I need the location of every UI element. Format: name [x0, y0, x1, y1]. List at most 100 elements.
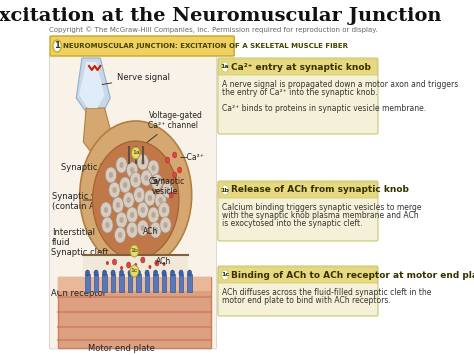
Circle shape	[102, 270, 107, 276]
Text: Ca²⁺: Ca²⁺	[148, 177, 166, 186]
Circle shape	[155, 260, 159, 266]
Text: Ca²⁺ entry at synaptic knob: Ca²⁺ entry at synaptic knob	[231, 62, 371, 71]
Circle shape	[130, 265, 138, 277]
FancyBboxPatch shape	[102, 274, 107, 292]
Circle shape	[104, 207, 108, 213]
Text: Copyright © The McGraw-Hill Companies, Inc. Permission required for reproduction: Copyright © The McGraw-Hill Companies, I…	[49, 27, 377, 33]
Circle shape	[162, 182, 173, 198]
Circle shape	[155, 192, 166, 208]
Circle shape	[178, 167, 182, 173]
Text: NEUROMUSCULAR JUNCTION: EXCITATION OF A SKELETAL MUSCLE FIBER: NEUROMUSCULAR JUNCTION: EXCITATION OF A …	[64, 43, 348, 49]
Circle shape	[144, 190, 155, 206]
Text: 1b: 1b	[220, 187, 229, 192]
Text: Synaptic knob: Synaptic knob	[61, 163, 120, 175]
FancyBboxPatch shape	[154, 274, 158, 292]
Text: Synaptic cleft: Synaptic cleft	[51, 248, 108, 262]
Circle shape	[130, 172, 141, 188]
Text: Release of ACh from synaptic knob: Release of ACh from synaptic knob	[231, 186, 409, 195]
Circle shape	[123, 182, 127, 188]
Polygon shape	[58, 277, 211, 348]
Circle shape	[137, 192, 141, 198]
Ellipse shape	[92, 141, 179, 259]
Circle shape	[116, 212, 127, 228]
Circle shape	[119, 270, 124, 276]
Circle shape	[150, 222, 161, 238]
Ellipse shape	[80, 121, 191, 269]
Circle shape	[53, 40, 61, 52]
Circle shape	[154, 227, 158, 233]
FancyBboxPatch shape	[187, 274, 191, 292]
FancyBboxPatch shape	[179, 274, 183, 292]
Circle shape	[160, 217, 171, 233]
FancyBboxPatch shape	[50, 36, 234, 56]
Circle shape	[109, 182, 120, 198]
Circle shape	[102, 217, 113, 233]
Circle shape	[169, 192, 173, 198]
Circle shape	[111, 270, 115, 276]
Text: 1c: 1c	[131, 268, 138, 273]
Polygon shape	[58, 277, 211, 291]
FancyBboxPatch shape	[218, 266, 378, 316]
Circle shape	[137, 220, 148, 236]
Circle shape	[173, 152, 177, 158]
Circle shape	[221, 62, 228, 72]
Circle shape	[130, 227, 134, 233]
FancyBboxPatch shape	[219, 182, 377, 198]
Polygon shape	[76, 58, 110, 112]
Text: Binding of ACh to ACh receptor at motor end plate: Binding of ACh to ACh receptor at motor …	[231, 271, 474, 279]
Circle shape	[162, 270, 166, 276]
Circle shape	[148, 160, 159, 176]
Circle shape	[148, 195, 152, 201]
Circle shape	[154, 270, 158, 276]
Circle shape	[151, 174, 163, 190]
Circle shape	[116, 202, 120, 208]
Circle shape	[134, 187, 145, 203]
Text: ACh receptor: ACh receptor	[51, 282, 106, 298]
FancyBboxPatch shape	[162, 274, 166, 292]
Circle shape	[134, 177, 138, 183]
Circle shape	[131, 147, 140, 159]
Circle shape	[119, 177, 131, 193]
Circle shape	[127, 162, 138, 178]
Text: A nerve signal is propagated down a motor axon and triggers: A nerve signal is propagated down a moto…	[222, 80, 458, 89]
FancyBboxPatch shape	[111, 274, 115, 292]
Circle shape	[137, 202, 148, 218]
Text: is exocytosed into the synaptic cleft.: is exocytosed into the synaptic cleft.	[222, 219, 363, 228]
Circle shape	[100, 202, 112, 218]
Circle shape	[112, 197, 124, 213]
Circle shape	[134, 263, 137, 267]
Circle shape	[179, 270, 183, 276]
Circle shape	[171, 270, 175, 276]
Circle shape	[94, 270, 98, 276]
Text: Calcium binding triggers synaptic vesicles to merge: Calcium binding triggers synaptic vesicl…	[222, 203, 422, 212]
Text: Nerve signal: Nerve signal	[96, 73, 170, 86]
Circle shape	[141, 159, 145, 165]
FancyBboxPatch shape	[137, 274, 141, 292]
Polygon shape	[83, 108, 115, 155]
Circle shape	[151, 212, 155, 218]
Text: Excitation at the Neuromuscular Junction: Excitation at the Neuromuscular Junction	[0, 7, 442, 25]
Circle shape	[155, 179, 159, 185]
Circle shape	[85, 270, 90, 276]
Circle shape	[127, 197, 131, 203]
Text: Synaptic
vesicle: Synaptic vesicle	[151, 176, 184, 196]
Circle shape	[109, 172, 113, 178]
Circle shape	[165, 187, 170, 193]
Circle shape	[141, 225, 145, 231]
FancyBboxPatch shape	[94, 274, 98, 292]
Text: Ca²⁺ binds to proteins in synaptic vesicle membrane.: Ca²⁺ binds to proteins in synaptic vesic…	[222, 104, 426, 113]
FancyBboxPatch shape	[83, 255, 188, 279]
Circle shape	[118, 232, 122, 238]
FancyBboxPatch shape	[128, 274, 132, 292]
Circle shape	[165, 157, 170, 163]
Circle shape	[123, 192, 134, 208]
Polygon shape	[79, 62, 105, 108]
Circle shape	[141, 257, 145, 263]
Text: the entry of Ca²⁺ into the synaptic knob.: the entry of Ca²⁺ into the synaptic knob…	[222, 88, 378, 97]
Circle shape	[130, 245, 138, 257]
Circle shape	[127, 222, 138, 238]
Text: 1b: 1b	[130, 248, 138, 253]
Circle shape	[162, 207, 166, 213]
Circle shape	[151, 165, 155, 171]
Circle shape	[128, 270, 132, 276]
